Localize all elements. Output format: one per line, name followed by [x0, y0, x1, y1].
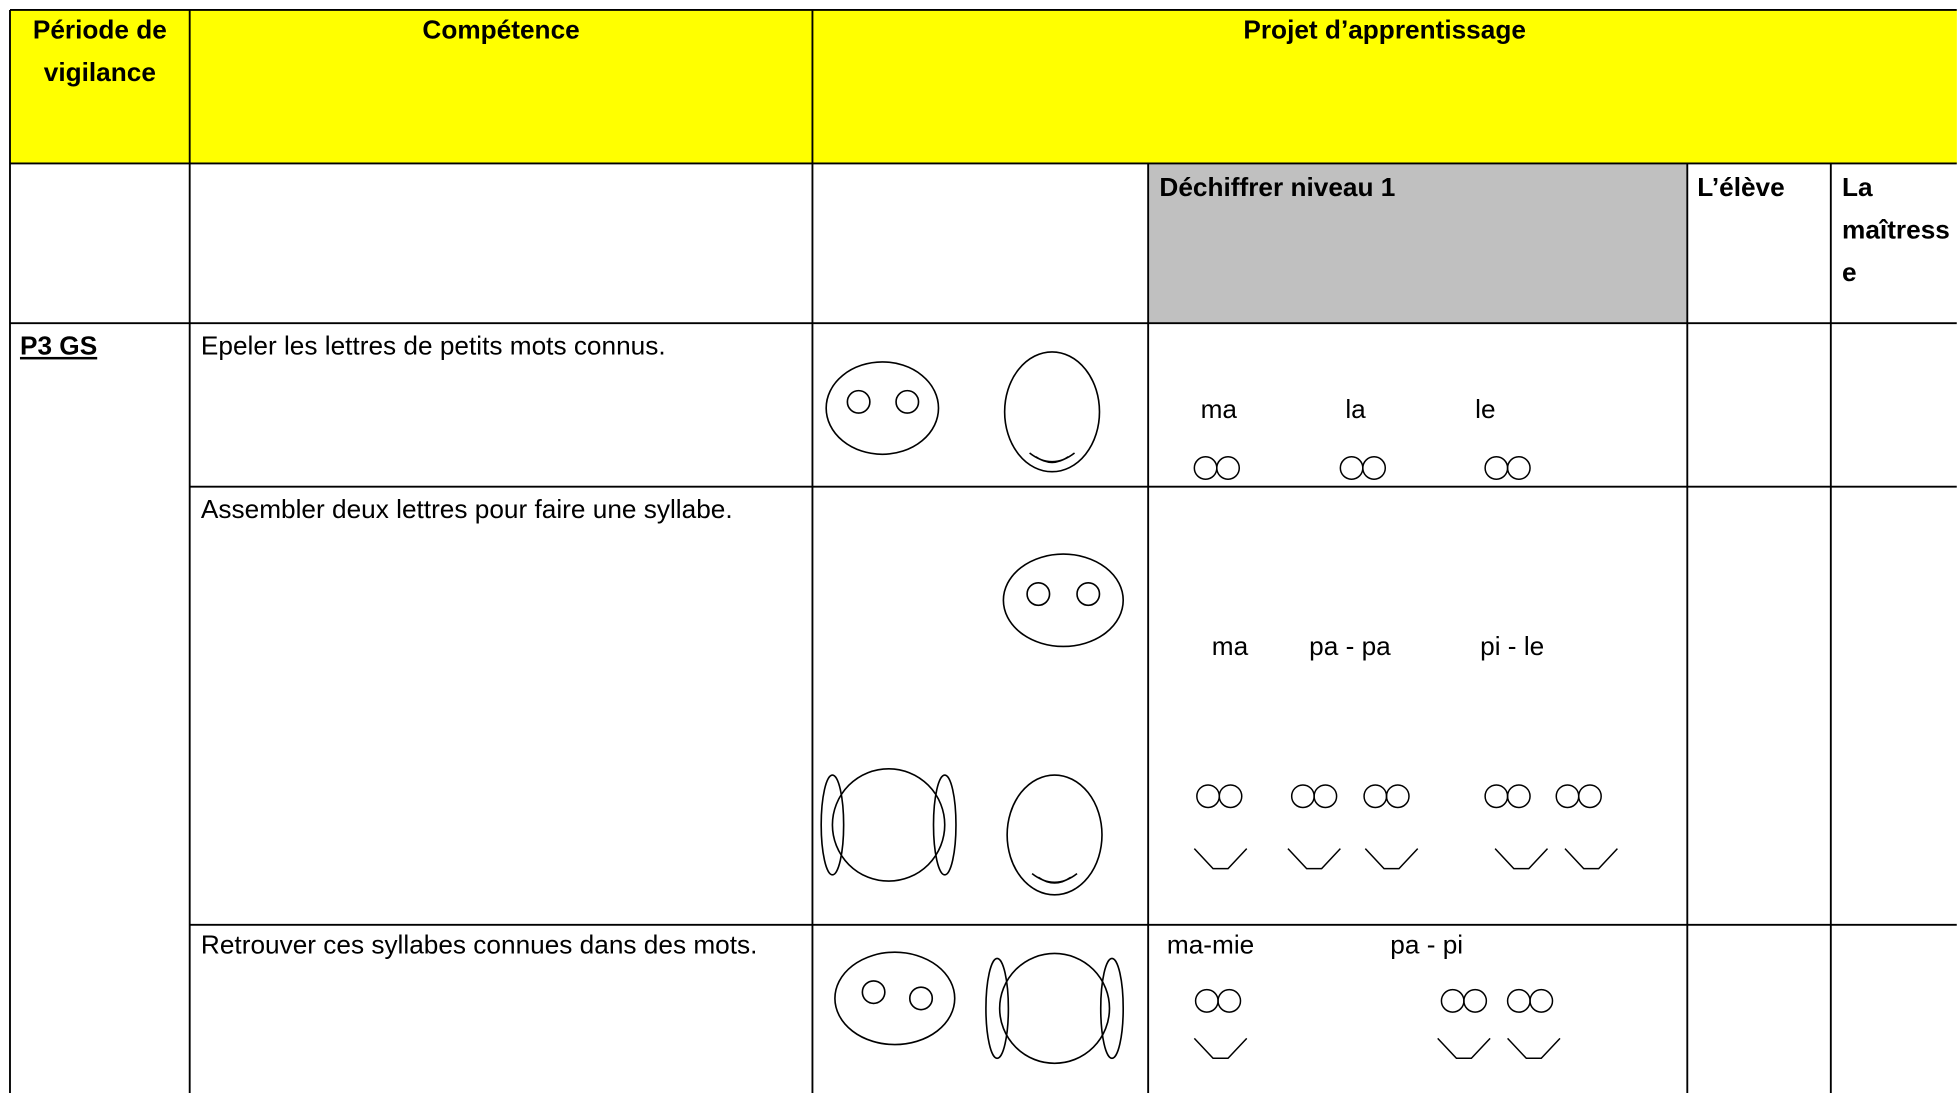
- word: ma: [1200, 395, 1238, 425]
- header-competence: Compétence: [422, 16, 580, 45]
- word: pa - pi: [1390, 931, 1464, 960]
- word: le: [1475, 395, 1496, 425]
- competence: Retrouver ces syllabes connues dans des …: [200, 931, 758, 960]
- subheader-bg: [1148, 163, 1688, 324]
- word: la: [1345, 395, 1366, 425]
- header-project: Projet d’apprentissage: [1243, 16, 1526, 45]
- word: pa - pa: [1309, 632, 1391, 662]
- header-period: Période de vigilance: [32, 16, 167, 88]
- header-bg: [9, 9, 1957, 164]
- pictograms: [820, 351, 1125, 1065]
- word: pi - le: [1480, 632, 1545, 662]
- subheader-title: Déchiffrer niveau 1: [1159, 173, 1396, 203]
- syllable-marks: [1193, 456, 1618, 1060]
- subheader-teacher: La maîtresse: [1842, 173, 1950, 288]
- grid: [9, 9, 1957, 1093]
- competence: Assembler deux lettres pour faire une sy…: [200, 495, 733, 525]
- word: ma: [1211, 632, 1249, 662]
- word: ma-mie: [1166, 931, 1255, 960]
- period: P3 GS: [19, 331, 98, 361]
- subheader-student: L’élève: [1697, 173, 1785, 203]
- competence: Epeler les lettres de petits mots connus…: [200, 331, 666, 361]
